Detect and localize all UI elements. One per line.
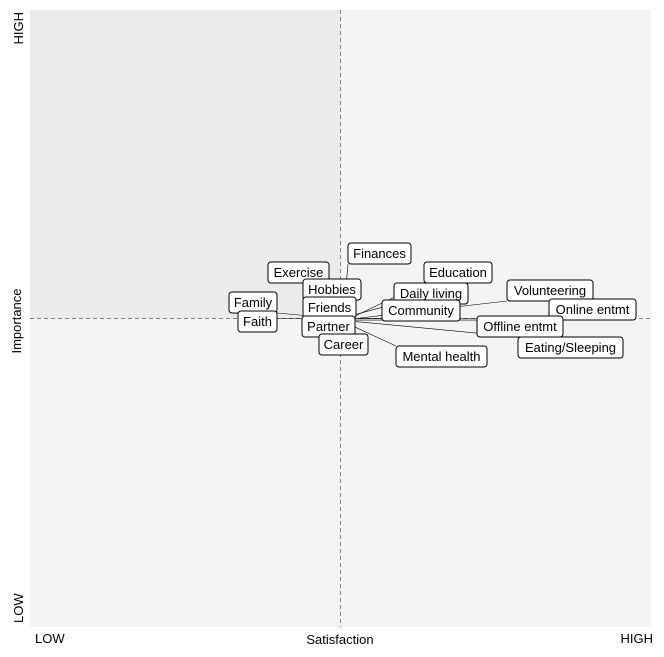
point-label-text: Faith (243, 314, 272, 329)
point-label: Online entmt (548, 298, 637, 321)
point-label-text: Partner (307, 319, 350, 334)
point-label: Partner (301, 315, 356, 338)
point-label-text: Volunteering (514, 283, 586, 298)
x-tick-low: LOW (35, 631, 65, 646)
point-label-text: Career (324, 337, 364, 352)
point-label: Finances (347, 242, 412, 265)
point-label-text: Finances (353, 246, 406, 261)
point-labels: Finances Education Exercise Hobbies Daily li… (228, 242, 637, 368)
point-label: Exercise (267, 261, 330, 284)
label-box (267, 261, 330, 284)
label-box (237, 310, 278, 333)
point-label-text: Hobbies (308, 282, 356, 297)
point-label: Mental health (395, 345, 488, 368)
point-label-text: Exercise (274, 265, 324, 280)
point-label-text: Daily living (400, 286, 462, 301)
label-box (517, 336, 624, 359)
point-label: Family (228, 291, 278, 314)
point-label-text: Mental health (402, 349, 480, 364)
quadrant-low-sat-low-imp (30, 318, 341, 627)
label-box (381, 299, 461, 322)
point-label: Daily living (393, 282, 469, 305)
point-label: Volunteering (506, 279, 594, 302)
quadrant-high-sat-low-imp (340, 318, 651, 627)
point-label: Community (381, 299, 461, 322)
point-label-text: Eating/Sleeping (525, 340, 616, 355)
point-label-text: Family (234, 295, 273, 310)
point-label: Friends (302, 296, 357, 319)
label-box (548, 298, 637, 321)
point-label: Faith (237, 310, 278, 333)
point-label-text: Online entmt (556, 302, 630, 317)
quadrant-high-sat-high-imp (340, 10, 651, 319)
label-box (347, 242, 412, 265)
x-axis-label: Satisfaction (306, 632, 373, 647)
point-label: Hobbies (302, 278, 362, 301)
point-label: Offline entmt (476, 315, 564, 338)
point-label: Career (318, 333, 369, 356)
x-tick-high: HIGH (621, 631, 654, 646)
label-box (318, 333, 369, 356)
point-label-text: Offline entmt (483, 319, 557, 334)
y-tick-high: HIGH (11, 12, 26, 45)
point-label: Education (423, 261, 493, 284)
point-label-text: Friends (308, 300, 352, 315)
y-tick-low: LOW (11, 593, 26, 623)
point-label-text: Community (388, 303, 454, 318)
leader-line (349, 324, 397, 347)
point-label: Eating/Sleeping (517, 336, 624, 359)
y-axis-label: Importance (9, 288, 24, 353)
point-label-text: Education (429, 265, 487, 280)
label-box (395, 345, 488, 368)
